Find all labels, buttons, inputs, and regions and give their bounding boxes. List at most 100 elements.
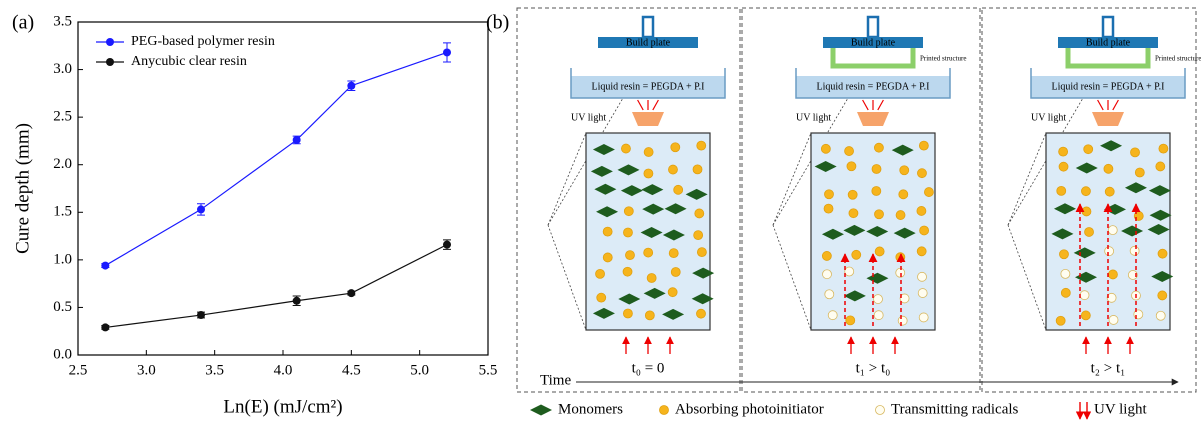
- photoinitiator: [1159, 144, 1168, 153]
- build-plate-label: Build plate: [1086, 37, 1131, 48]
- photoinitiator: [917, 206, 926, 215]
- uv-label: UV light: [1031, 112, 1066, 123]
- uv-ray: [1098, 100, 1104, 110]
- resin-label: Liquid resin = PEGDA + P.I: [592, 81, 705, 92]
- plot-frame: [78, 22, 488, 355]
- radical: [918, 289, 927, 298]
- photoinitiator: [822, 251, 831, 260]
- radical: [1130, 246, 1139, 255]
- zoom-line: [1008, 225, 1046, 330]
- photoinitiator: [847, 162, 856, 171]
- radical: [919, 313, 928, 322]
- photoinitiator: [848, 190, 857, 199]
- uv-lamp: [857, 112, 889, 126]
- photoinitiator: [924, 188, 933, 197]
- build-plate-handle: [643, 17, 653, 37]
- photoinitiator: [623, 309, 632, 318]
- photoinitiator: [1108, 270, 1117, 279]
- photoinitiator: [872, 165, 881, 174]
- data-point: [443, 241, 451, 249]
- photoinitiator: [645, 311, 654, 320]
- series-line: [105, 52, 447, 265]
- photoinitiator: [845, 147, 854, 156]
- photoinitiator: [625, 251, 634, 260]
- legend-marker: [106, 38, 114, 46]
- y-tick-label: 2.5: [53, 109, 72, 125]
- time-axis-label: Time: [540, 372, 571, 388]
- uv-ray: [863, 100, 869, 110]
- y-tick-label: 1.0: [53, 251, 72, 267]
- photoinitiator: [1081, 311, 1090, 320]
- x-tick-label: 5.0: [410, 362, 429, 378]
- build-plate-handle: [1103, 17, 1113, 37]
- build-plate-label: Build plate: [851, 37, 896, 48]
- data-point: [293, 136, 301, 144]
- legend-label: Anycubic clear resin: [131, 54, 247, 69]
- legend-label: UV light: [1094, 401, 1147, 417]
- photoinitiator: [623, 228, 632, 237]
- build-plate-handle: [868, 17, 878, 37]
- photoinitiator: [1082, 207, 1091, 216]
- photoinitiator: [1085, 227, 1094, 236]
- legend-label: PEG-based polymer resin: [131, 34, 275, 49]
- photoinitiator: [896, 211, 905, 220]
- photoinitiator: [603, 253, 612, 262]
- photoinitiator: [596, 269, 605, 278]
- photoinitiator: [899, 190, 908, 199]
- photoinitiator: [874, 143, 883, 152]
- radical: [828, 311, 837, 320]
- photoinitiator: [1084, 145, 1093, 154]
- photoinitiator: [849, 209, 858, 218]
- radical: [898, 316, 907, 325]
- photoinitiator: [621, 144, 630, 153]
- printed-structure: [833, 48, 913, 66]
- photoinitiator: [647, 273, 656, 282]
- radical: [1105, 247, 1114, 256]
- photoinitiator: [660, 406, 669, 415]
- radical: [825, 290, 834, 299]
- uv-label: UV light: [796, 112, 831, 123]
- x-tick-label: 4.5: [342, 362, 361, 378]
- photoinitiator: [695, 209, 704, 218]
- data-point: [101, 323, 109, 331]
- photoinitiator: [597, 293, 606, 302]
- build-plate-label: Build plate: [626, 37, 671, 48]
- resin-label: Liquid resin = PEGDA + P.I: [1052, 81, 1165, 92]
- photoinitiator: [694, 231, 703, 240]
- photoinitiator: [920, 226, 929, 235]
- data-point: [101, 262, 109, 270]
- time-label: t₀ = 0: [632, 360, 665, 376]
- panel-label: (b): [486, 12, 509, 34]
- photoinitiator: [668, 165, 677, 174]
- panel-label: (a): [12, 12, 34, 34]
- photoinitiator: [644, 148, 653, 157]
- photoinitiator: [697, 141, 706, 150]
- uv-ray: [653, 100, 659, 110]
- photoinitiator: [917, 247, 926, 256]
- uv-lamp: [632, 112, 664, 126]
- photoinitiator: [696, 309, 705, 318]
- x-tick-label: 3.0: [137, 362, 156, 378]
- uv-ray: [638, 100, 644, 110]
- radical: [1061, 269, 1070, 278]
- legend-label: Absorbing photoinitiator: [675, 401, 824, 417]
- photoinitiator: [669, 249, 678, 258]
- y-tick-label: 0.5: [53, 299, 72, 315]
- photoinitiator: [1081, 187, 1090, 196]
- photoinitiator: [1059, 250, 1068, 259]
- radical: [874, 311, 883, 320]
- radical: [1156, 311, 1165, 320]
- radical: [1108, 226, 1117, 235]
- radical: [918, 272, 927, 281]
- data-point: [347, 289, 355, 297]
- y-tick-label: 3.0: [53, 61, 72, 77]
- photoinitiator: [1156, 162, 1165, 171]
- photoinitiator: [875, 210, 884, 219]
- radical: [845, 267, 854, 276]
- y-tick-label: 2.0: [53, 156, 72, 172]
- printed-structure: [1068, 48, 1148, 66]
- time-label: t₂ > t₁: [1091, 360, 1126, 376]
- uv-label: UV light: [571, 112, 606, 123]
- x-tick-label: 4.0: [274, 362, 293, 378]
- y-tick-label: 3.5: [53, 13, 72, 29]
